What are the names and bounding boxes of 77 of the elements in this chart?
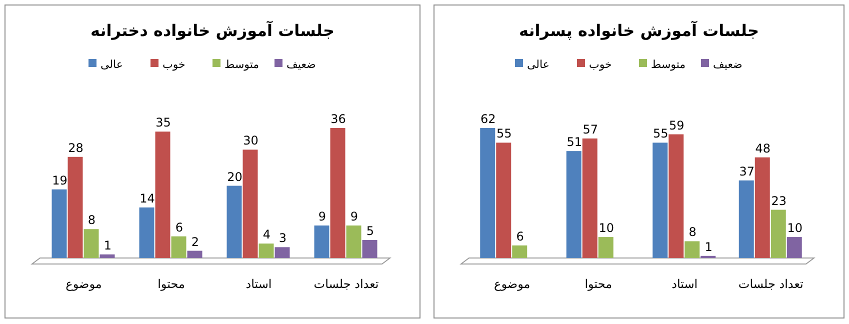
data-label: 23 (771, 194, 787, 208)
bar (242, 150, 258, 258)
data-label: 59 (668, 118, 684, 132)
bar (362, 240, 378, 258)
bar (274, 247, 290, 258)
chart-title: جلسات آموزش خانواده دخترانه (90, 20, 334, 40)
bar (314, 226, 330, 258)
x-tick-label: تعداد جلسات (738, 277, 804, 291)
data-label: 3 (278, 231, 287, 246)
legend-label: عالی (100, 58, 123, 71)
bar (582, 138, 598, 258)
data-label: 36 (330, 112, 346, 126)
bar (187, 250, 202, 258)
data-label: 10 (598, 221, 614, 236)
x-tick-label: تعداد جلسات (314, 277, 379, 291)
legend-label: خوب (162, 58, 186, 71)
x-tick-label: محتوا (584, 277, 612, 291)
legend-label: ضعیف (286, 58, 316, 71)
bar (171, 236, 186, 258)
data-label: 10 (787, 221, 803, 236)
data-label: 48 (755, 141, 771, 156)
data-label: 8 (688, 225, 696, 240)
data-label: 20 (227, 170, 242, 184)
x-tick-label: موضوع (66, 277, 102, 291)
data-label: 8 (88, 213, 96, 228)
bar (738, 180, 754, 258)
data-label: 19 (52, 173, 68, 188)
bar (786, 237, 802, 258)
chart-title: جلسات آموزش خانواده پسرانه (518, 20, 760, 40)
x-tick-label: استاد (672, 277, 698, 291)
legend-label: خوب (589, 58, 612, 71)
bar (258, 244, 274, 258)
legend-label: متوسط (651, 58, 686, 71)
data-label: 1 (104, 238, 112, 252)
bar (100, 254, 115, 258)
bar (480, 128, 496, 258)
bar (226, 186, 242, 258)
x-tick-label: محتوا (158, 277, 185, 291)
bar (139, 207, 154, 258)
data-label: 9 (318, 210, 326, 224)
legend-label: متوسط (224, 58, 260, 71)
bar (770, 210, 786, 258)
data-label: 14 (140, 191, 155, 206)
legend-label: ضعیف (713, 58, 742, 71)
bar (496, 142, 512, 258)
bar (668, 134, 684, 258)
data-label: 9 (350, 210, 358, 224)
bar (346, 226, 362, 258)
bar (155, 132, 170, 258)
data-label: 55 (496, 126, 512, 141)
x-tick-label: استاد (246, 277, 272, 291)
data-label: 30 (243, 134, 258, 148)
data-label: 1 (704, 240, 712, 254)
bar (566, 151, 582, 258)
data-label: 6 (516, 229, 524, 244)
data-label: 51 (566, 135, 582, 150)
bar (84, 229, 99, 258)
data-label: 37 (739, 164, 755, 178)
bar (52, 189, 67, 258)
bar (512, 245, 528, 258)
bar (68, 156, 83, 258)
data-label: 62 (480, 112, 496, 126)
x-tick-label: موضوع (494, 277, 530, 291)
bar (652, 142, 668, 258)
data-label: 55 (652, 126, 668, 141)
data-label: 35 (156, 116, 171, 130)
data-label: 28 (68, 140, 84, 155)
bar (330, 128, 346, 258)
data-label: 6 (175, 220, 184, 234)
legend-label: عالی (527, 58, 550, 71)
bar (598, 237, 614, 258)
data-label: 2 (191, 234, 200, 249)
bar (684, 241, 700, 258)
bar (754, 157, 770, 258)
data-label: 5 (366, 224, 374, 238)
data-label: 57 (582, 122, 598, 136)
data-label: 4 (262, 228, 271, 242)
